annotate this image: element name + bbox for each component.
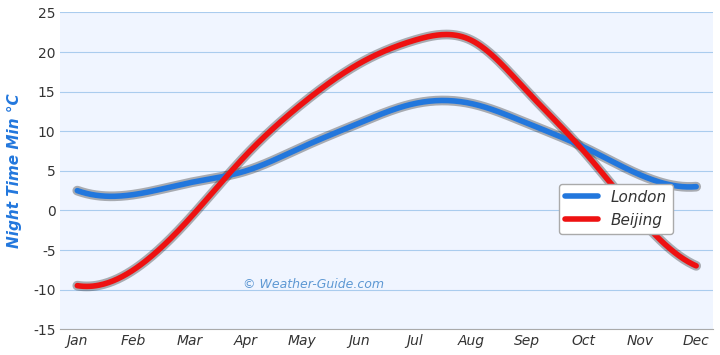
London [692, 185, 701, 189]
London [526, 122, 534, 127]
Beijing [73, 284, 81, 288]
Y-axis label: Night Time Min °C: Night Time Min °C [7, 93, 22, 248]
London [149, 189, 158, 193]
London [465, 101, 474, 105]
Beijing [465, 37, 474, 42]
Beijing [692, 264, 701, 268]
Legend: London, Beijing: London, Beijing [559, 184, 672, 234]
London [276, 155, 285, 159]
Beijing [523, 89, 531, 93]
Line: Beijing: Beijing [77, 34, 696, 286]
Beijing [82, 284, 91, 289]
London [107, 194, 116, 198]
Beijing [526, 93, 534, 97]
Beijing [442, 32, 451, 37]
London [523, 121, 531, 125]
London [439, 98, 448, 103]
Beijing [320, 84, 328, 89]
London [73, 189, 81, 193]
London [320, 136, 328, 140]
Beijing [276, 120, 285, 124]
Text: © Weather-Guide.com: © Weather-Guide.com [243, 278, 384, 291]
Line: London: London [77, 100, 696, 196]
Beijing [149, 252, 158, 257]
